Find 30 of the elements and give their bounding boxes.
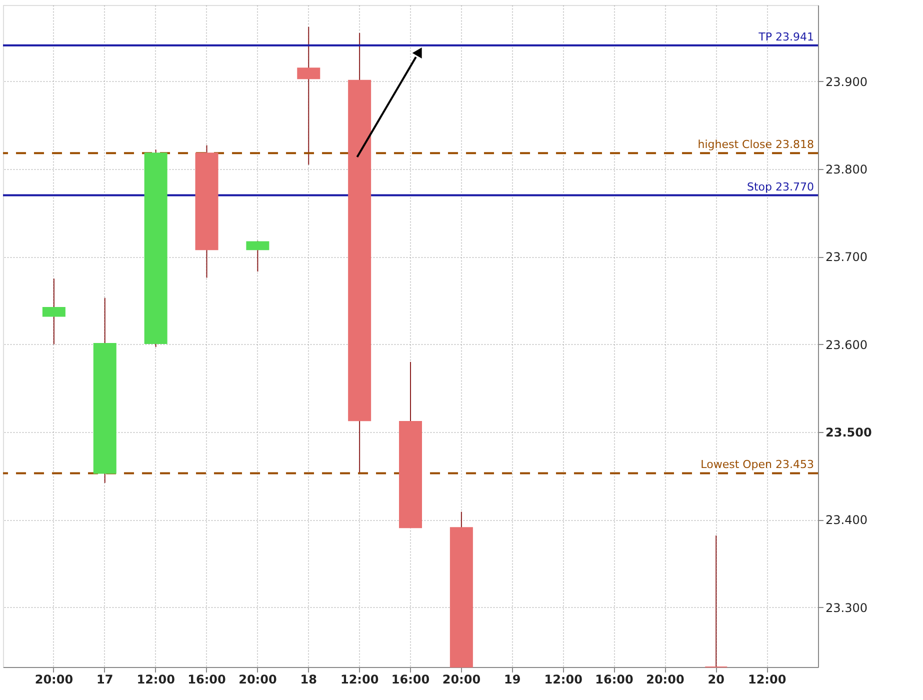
candlestick <box>704 534 728 668</box>
ref-line-label: TP 23.941 <box>758 30 814 44</box>
x-tick-label: 12:00 <box>136 672 175 686</box>
x-tick-label: 17 <box>96 672 114 686</box>
x-tick-label: 20:00 <box>442 672 481 686</box>
x-tick-label: 18 <box>300 672 317 686</box>
candlestick <box>297 26 320 166</box>
y-tick-label: 23.300 <box>826 600 868 615</box>
candlestick <box>246 240 270 272</box>
x-tick-label: 20:00 <box>646 672 684 686</box>
x-tick-label: 12:00 <box>544 672 582 686</box>
y-tick-label: 23.800 <box>826 162 868 176</box>
x-tick-label: 12:00 <box>748 672 786 686</box>
y-tick-label: 23.500 <box>826 426 872 440</box>
x-tick-label: 16:00 <box>391 672 430 686</box>
x-tick-label: 16:00 <box>188 672 226 686</box>
x-tick-label: 20:00 <box>238 672 277 686</box>
x-tick-label: 20 <box>708 672 724 686</box>
x-tick-label: 16:00 <box>595 672 634 686</box>
x-tick-label: 20:00 <box>34 672 74 686</box>
x-tick-label: 12:00 <box>340 672 379 686</box>
ref-line-label: Stop 23.770 <box>747 180 814 194</box>
candlestick <box>42 278 66 345</box>
y-tick-label: 23.900 <box>826 74 868 89</box>
ref-line-label: highest Close 23.818 <box>698 138 814 152</box>
ref-line-label: Lowest Open 23.453 <box>700 458 814 472</box>
y-tick-label: 23.600 <box>826 338 868 352</box>
y-tick-label: 23.700 <box>826 250 868 264</box>
x-tick-label: 19 <box>504 672 521 686</box>
y-tick-label: 23.400 <box>826 513 868 528</box>
